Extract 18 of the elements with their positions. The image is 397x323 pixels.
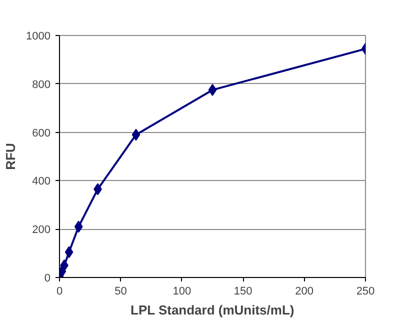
y-axis-title: RFU	[3, 143, 18, 170]
x-tick-label: 150	[234, 286, 252, 298]
x-tick-label: 50	[114, 286, 127, 298]
x-tick-label: 100	[172, 286, 192, 298]
y-tick-label: 1000	[26, 30, 51, 42]
y-tick-label: 200	[32, 224, 51, 236]
x-tick-label: 200	[295, 286, 314, 298]
point	[74, 220, 83, 233]
x-tick-label: 0	[56, 286, 63, 298]
x-axis-title: LPL Standard (mUnits/mL)	[130, 302, 294, 318]
point	[64, 246, 74, 258]
y-tick-label: 400	[32, 176, 51, 188]
y-tick-label: 800	[32, 78, 51, 91]
y-tick-label: 0	[44, 272, 51, 284]
point	[208, 84, 217, 96]
y-tick-label: 600	[32, 127, 51, 140]
point	[132, 128, 140, 141]
x-tick-label: 250	[356, 286, 375, 298]
